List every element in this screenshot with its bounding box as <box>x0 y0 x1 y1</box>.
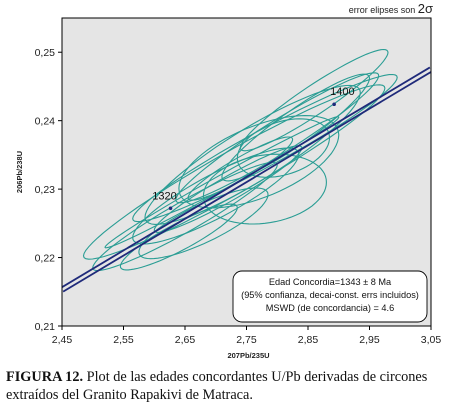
age-marker-dot <box>332 102 336 107</box>
x-tick-label: 2,65 <box>175 334 196 346</box>
age-marker-dot <box>168 206 173 211</box>
x-axis-ticks: 2,45 2,55 2,65 2,75 2,85 2,95 3,05 <box>52 326 442 346</box>
y-tick-label: 0,23 <box>35 184 56 196</box>
concordia-envelope-lower <box>62 66 431 289</box>
y-tick-label: 0,25 <box>35 47 56 59</box>
y-axis-ticks: 0,21 0,22 0,23 0,24 0,25 <box>35 47 62 333</box>
age-marker-label: 1320 <box>152 190 176 202</box>
x-tick-label: 2,85 <box>298 334 319 346</box>
age-marker-label: 1400 <box>330 86 354 98</box>
x-axis-label: 207Pb/235U <box>227 351 269 360</box>
concordia-chart: 1320 1400 2,45 2,55 2,65 2,75 2,85 2,95 3,05 0,… <box>15 1 442 360</box>
x-tick-label: 2,75 <box>236 334 257 346</box>
y-tick-label: 0,22 <box>35 253 56 265</box>
error-ellipse <box>82 84 386 260</box>
age-box-line: (95% confianza, decai-const. errs inclui… <box>241 290 419 300</box>
concordia-age-box: Edad Concordia=1343 ± 8 Ma (95% confianza… <box>232 270 428 323</box>
y-tick-label: 0,21 <box>35 321 56 333</box>
x-tick-label: 3,05 <box>421 334 442 346</box>
y-axis-label: 206Pb/238U <box>15 151 24 193</box>
error-ellipse <box>178 115 340 209</box>
x-tick-label: 2,95 <box>359 334 380 346</box>
figure-label: FIGURA 12. <box>6 369 84 385</box>
concordia-curve <box>62 66 431 293</box>
y-tick-label: 0,24 <box>35 116 56 128</box>
error-ellipse <box>202 153 327 225</box>
age-box-line: MSWD (de concordancia) = 4.6 <box>266 303 394 313</box>
error-ellipse-note: error elipses son 2σ <box>349 1 433 16</box>
error-ellipse <box>153 145 303 233</box>
error-ellipse <box>119 203 238 271</box>
concordia-envelope-upper <box>62 70 431 293</box>
error-ellipse <box>144 84 361 225</box>
figure-caption: FIGURA 12. Plot de las edades concordant… <box>6 368 446 404</box>
age-box-line: Edad Concordia=1343 ± 8 Ma <box>269 277 392 287</box>
error-ellipse <box>221 73 371 182</box>
error-ellipse <box>138 187 269 260</box>
x-tick-label: 2,55 <box>113 334 134 346</box>
x-tick-label: 2,45 <box>52 334 73 346</box>
figure-caption-text: Plot de las edades concordantes U/Pb der… <box>6 369 428 403</box>
error-ellipse <box>236 118 331 178</box>
age-markers: 1320 1400 <box>152 86 355 211</box>
